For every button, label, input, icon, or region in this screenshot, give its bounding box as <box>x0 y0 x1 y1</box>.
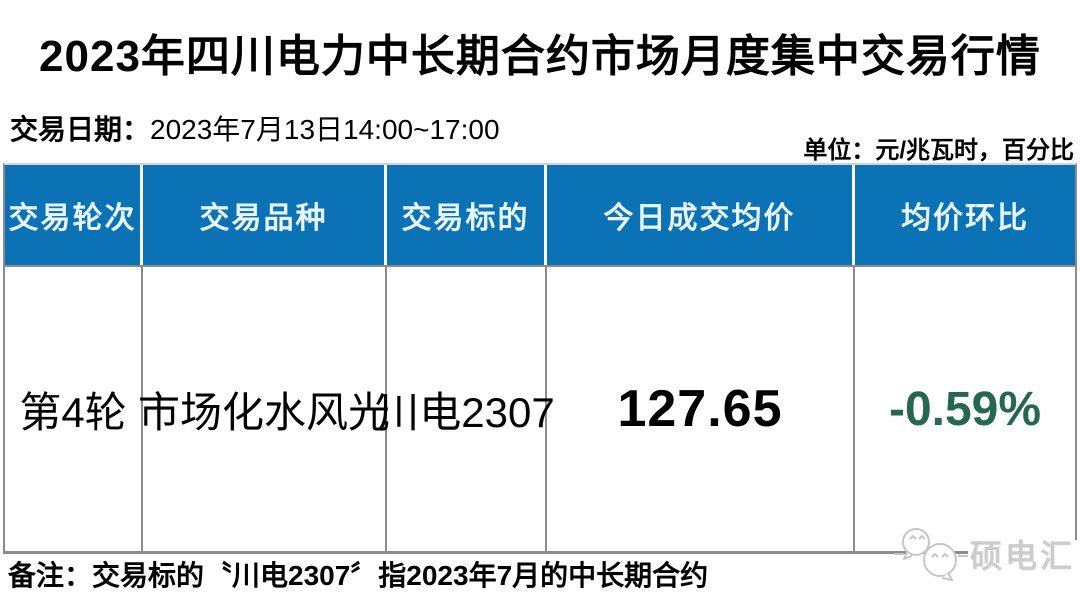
trade-date-value: 2023年7月13日14:00~17:00 <box>150 114 500 145</box>
cell-subject: 川电2307 <box>377 267 555 551</box>
page-title: 2023年四川电力中长期合约市场月度集中交易行情 <box>39 32 1041 81</box>
table-row: 第4轮 市场化水风光 川电2307 127.65 -0.59% <box>5 265 1075 551</box>
col-header-subject: 交易标的 <box>387 165 547 265</box>
col-header-mom-change: 均价环比 <box>855 165 1075 265</box>
trade-date: 交易日期：2023年7月13日14:00~17:00 <box>10 108 500 148</box>
brand-name: 硕电汇 <box>968 538 1078 574</box>
brand-watermark: 硕电汇 <box>894 524 1078 588</box>
trade-date-label: 交易日期： <box>10 114 151 145</box>
cell-avg-price: 127.65 <box>547 267 855 551</box>
cell-mom-change: -0.59% <box>888 382 1042 436</box>
trading-table: 交易轮次 交易品种 交易标的 今日成交均价 均价环比 第4轮 市场化水风光 川电… <box>3 163 1077 554</box>
cell-variety: 市场化水风光 <box>138 267 390 551</box>
chat-bubbles-icon <box>894 528 970 581</box>
cell-round: 第4轮 <box>5 267 143 551</box>
table-header-row: 交易轮次 交易品种 交易标的 今日成交均价 均价环比 <box>5 165 1075 265</box>
col-header-round: 交易轮次 <box>5 165 143 265</box>
col-header-avg-price: 今日成交均价 <box>547 165 855 265</box>
unit-note: 单位：元/兆瓦时，百分比 <box>803 137 1074 164</box>
footnote: 备注：交易标的〝川电2307〞指2023年7月的中长期合约 <box>8 560 709 591</box>
col-header-variety: 交易品种 <box>143 165 387 265</box>
